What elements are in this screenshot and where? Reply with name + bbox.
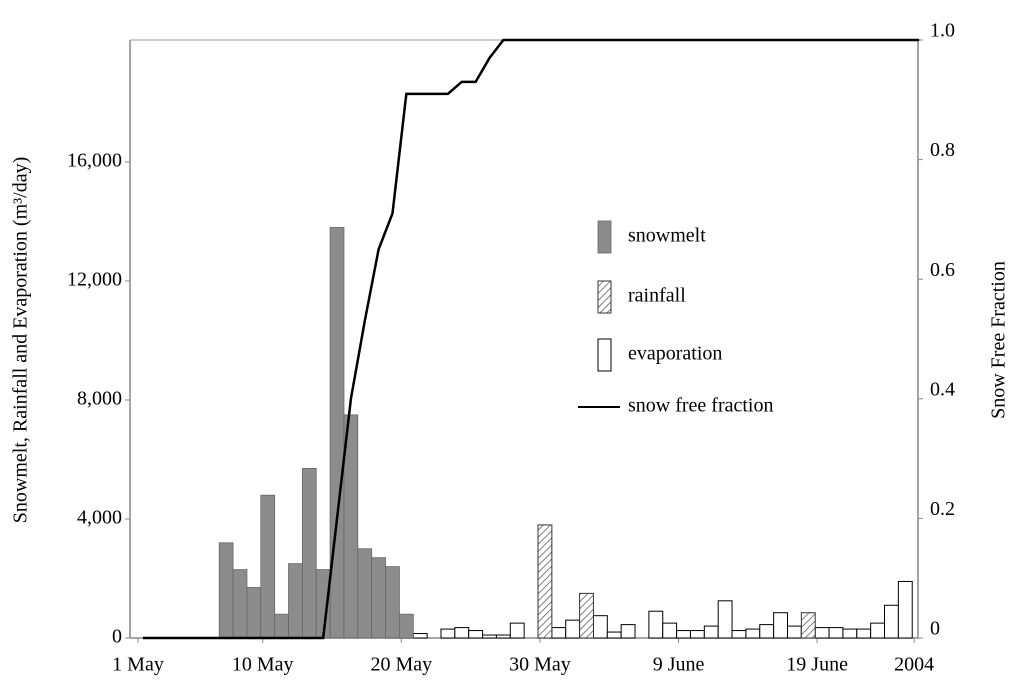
bar-evaporation bbox=[592, 615, 608, 639]
bar-evaporation bbox=[773, 612, 788, 639]
bar-evaporation bbox=[870, 622, 886, 639]
bar-evaporation bbox=[731, 630, 747, 639]
bar-snowmelt bbox=[329, 227, 345, 639]
x-tick-label: 1 May bbox=[112, 654, 164, 676]
x-tick-label: 30 May bbox=[509, 654, 571, 676]
x-tick-label: 19 June bbox=[786, 654, 848, 676]
bar-evaporation bbox=[884, 604, 899, 639]
bar-snowmelt bbox=[357, 548, 373, 639]
bar-evaporation bbox=[897, 580, 913, 639]
bar-snowmelt bbox=[260, 494, 276, 639]
legend-swatch bbox=[597, 220, 612, 254]
bar-evaporation bbox=[620, 624, 636, 639]
bar-evaporation bbox=[759, 624, 775, 639]
snow-free-line bbox=[143, 38, 920, 640]
y2-tick-label: 0.8 bbox=[930, 139, 955, 161]
y2-tick-label: 1.0 bbox=[930, 20, 955, 42]
y2-tick-label: 0.4 bbox=[930, 378, 955, 400]
y-tick-label: 16,000 bbox=[67, 150, 122, 172]
y2-tick-label: 0.6 bbox=[930, 259, 955, 281]
bar-evaporation bbox=[565, 619, 581, 639]
bar-evaporation bbox=[551, 627, 567, 639]
bar-rainfall bbox=[800, 612, 816, 639]
bar-evaporation bbox=[814, 627, 830, 639]
bar-evaporation bbox=[676, 630, 691, 639]
bar-evaporation bbox=[648, 610, 664, 639]
bar-snowmelt bbox=[371, 557, 386, 639]
legend-swatch bbox=[597, 338, 612, 372]
bar-snowmelt bbox=[288, 563, 303, 639]
bar-evaporation bbox=[786, 625, 802, 639]
y-tick-label: 4,000 bbox=[77, 507, 122, 529]
bar-evaporation bbox=[717, 600, 733, 639]
bar-evaporation bbox=[856, 628, 872, 639]
bar-snowmelt bbox=[232, 569, 248, 639]
bar-evaporation bbox=[606, 631, 622, 639]
y-tick-label: 0 bbox=[112, 626, 122, 648]
bar-evaporation bbox=[412, 633, 428, 639]
bar-snowmelt bbox=[343, 414, 359, 639]
y-tick-label: 8,000 bbox=[77, 388, 122, 410]
bar-evaporation bbox=[828, 627, 844, 639]
legend-swatch bbox=[597, 280, 612, 314]
x-tick-label: 20 May bbox=[371, 654, 433, 676]
y2-tick-label: 0 bbox=[930, 618, 940, 640]
legend-label: snow free fraction bbox=[628, 395, 774, 417]
x-tick-label: 2004 bbox=[894, 654, 934, 676]
bar-snowmelt bbox=[385, 566, 400, 639]
bar-snowmelt bbox=[301, 468, 317, 639]
bar-rainfall bbox=[579, 592, 594, 639]
y2-axis-label: Snow Free Fraction bbox=[988, 261, 1010, 419]
bar-snowmelt bbox=[218, 542, 234, 639]
y-tick-label: 12,000 bbox=[67, 269, 122, 291]
x-tick-label: 9 June bbox=[653, 654, 705, 676]
y2-tick-label: 0.2 bbox=[930, 498, 955, 520]
bar-evaporation bbox=[842, 628, 858, 639]
legend-label: rainfall bbox=[628, 285, 686, 307]
bar-evaporation bbox=[745, 628, 761, 639]
bar-snowmelt bbox=[246, 587, 262, 639]
bar-evaporation bbox=[440, 628, 456, 639]
bar-evaporation bbox=[509, 622, 525, 639]
legend-label: snowmelt bbox=[628, 225, 706, 247]
bar-snowmelt bbox=[274, 613, 289, 639]
bar-rainfall bbox=[537, 524, 553, 639]
bar-evaporation bbox=[495, 634, 511, 639]
legend-label: evaporation bbox=[628, 343, 722, 365]
bar-evaporation bbox=[482, 634, 497, 639]
bar-evaporation bbox=[454, 627, 470, 639]
x-tick-label: 10 May bbox=[232, 654, 294, 676]
bar-evaporation bbox=[468, 630, 484, 639]
bar-snowmelt bbox=[399, 613, 414, 639]
bar-evaporation bbox=[703, 625, 719, 639]
bar-evaporation bbox=[662, 622, 678, 639]
y-axis-label: Snowmelt, Rainfall and Evaporation (m³/d… bbox=[10, 157, 32, 523]
bar-evaporation bbox=[689, 630, 705, 639]
